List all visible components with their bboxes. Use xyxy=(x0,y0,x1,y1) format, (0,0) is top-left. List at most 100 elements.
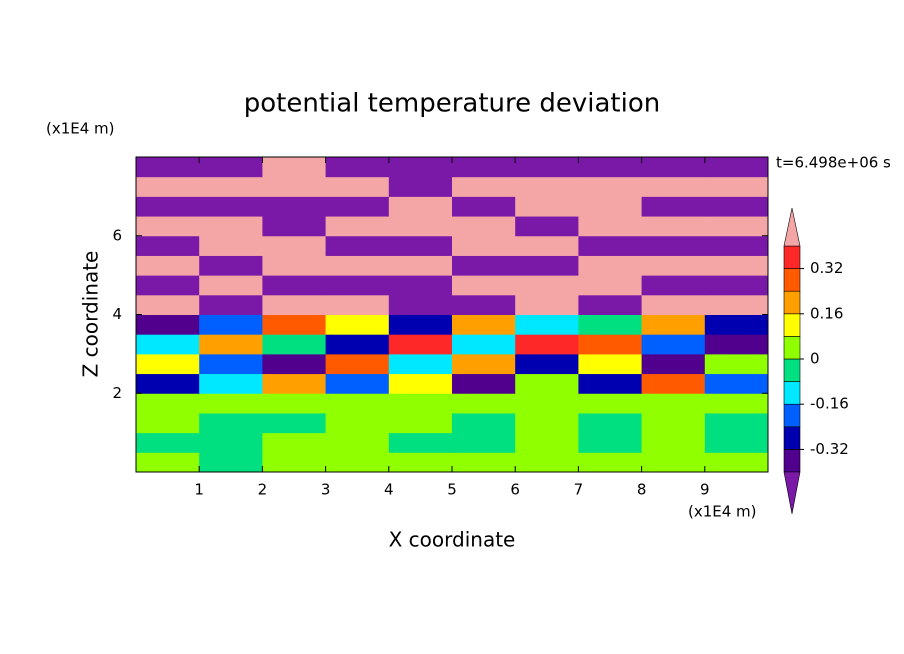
contour-cell xyxy=(388,294,453,315)
contour-cell xyxy=(388,235,453,256)
contour-cell xyxy=(199,235,263,256)
contour-cell xyxy=(641,412,706,434)
y-tick-label: 6 xyxy=(112,226,122,244)
contour-cell xyxy=(578,432,643,453)
contour-cell xyxy=(262,176,327,197)
contour-cell xyxy=(199,432,263,453)
colorbar-tick-label: -0.16 xyxy=(810,395,849,413)
y-tick-label: 2 xyxy=(112,384,122,402)
contour-cell xyxy=(578,255,643,276)
contour-cell xyxy=(452,373,516,394)
colorbar-over xyxy=(783,207,801,247)
contour-cell xyxy=(136,334,200,355)
x-tick-label: 3 xyxy=(321,481,331,499)
contour-cell xyxy=(704,393,769,414)
colorbar-band xyxy=(783,313,801,337)
y-tick-label: 4 xyxy=(112,305,122,323)
contour-cell xyxy=(515,412,579,434)
contour-cell xyxy=(199,393,263,414)
contour-cell xyxy=(704,176,769,197)
contour-cell xyxy=(452,452,516,473)
x-tick-label: 6 xyxy=(510,481,520,499)
colorbar-band xyxy=(783,449,801,473)
contour-cell xyxy=(388,275,453,296)
contour-cell xyxy=(199,334,263,355)
contour-cell xyxy=(388,176,453,197)
contour-cell xyxy=(388,452,453,473)
contour-cell xyxy=(388,196,453,217)
contour-cell xyxy=(578,334,643,355)
contour-cell xyxy=(515,196,579,217)
contour-cell xyxy=(388,412,453,434)
contour-cell xyxy=(704,216,769,237)
contour-cell xyxy=(199,373,263,394)
contour-cell xyxy=(136,157,200,178)
contour-cell xyxy=(641,314,706,335)
contour-cell xyxy=(262,235,327,256)
contour-cell xyxy=(325,216,390,237)
contour-cell xyxy=(515,373,579,394)
contour-cell xyxy=(136,216,200,237)
y-unit: (x1E4 m) xyxy=(46,120,115,138)
contour-cell xyxy=(262,314,327,335)
contour-cell xyxy=(199,275,263,296)
colorbar-tick-label: -0.32 xyxy=(810,440,849,458)
contour-cell xyxy=(641,373,706,394)
colorbar-band xyxy=(783,381,801,405)
contour-cell xyxy=(136,255,200,276)
contour-cell xyxy=(578,176,643,197)
x-axis-label: X coordinate xyxy=(389,528,516,552)
contour-cell xyxy=(136,432,200,453)
contour-cell xyxy=(388,334,453,355)
contour-cell xyxy=(136,412,200,434)
contour-cell xyxy=(262,353,327,375)
contour-cell xyxy=(578,235,643,256)
contour-cell xyxy=(452,275,516,296)
contour-cell xyxy=(452,235,516,256)
contour-cell xyxy=(641,393,706,414)
contour-cell xyxy=(641,157,706,178)
contour-cell xyxy=(199,452,263,473)
colorbar-tick-label: 0 xyxy=(810,350,820,368)
contour-cell xyxy=(136,275,200,296)
contour-cell xyxy=(262,196,327,217)
contour-cell xyxy=(199,412,263,434)
x-tick-label: 4 xyxy=(384,481,394,499)
colorbar-band xyxy=(783,268,801,292)
contour-cell xyxy=(452,334,516,355)
contour-cell xyxy=(452,157,516,178)
contour-cell xyxy=(325,412,390,434)
contour-cell xyxy=(325,255,390,276)
contour-cell xyxy=(515,353,579,375)
contour-cell xyxy=(388,353,453,375)
contour-cell xyxy=(388,216,453,237)
contour-cell xyxy=(641,176,706,197)
contour-cell xyxy=(515,235,579,256)
contour-cell xyxy=(262,432,327,453)
contour-cell xyxy=(452,294,516,315)
contour-cell xyxy=(704,353,769,375)
contour-cell xyxy=(704,235,769,256)
contour-cell xyxy=(262,373,327,394)
colorbar-band xyxy=(783,358,801,382)
contour-cell xyxy=(578,216,643,237)
contour-cell xyxy=(136,196,200,217)
contour-cell xyxy=(515,255,579,276)
contour-cell xyxy=(578,353,643,375)
contour-cell xyxy=(136,176,200,197)
contour-cell xyxy=(578,452,643,473)
contour-cell xyxy=(325,373,390,394)
colorbar-tick-label: 0.16 xyxy=(810,304,843,322)
x-tick-label: 7 xyxy=(574,481,584,499)
x-tick-label: 1 xyxy=(194,481,204,499)
contour-cell xyxy=(515,334,579,355)
contour-cell xyxy=(704,294,769,315)
contour-cell xyxy=(388,255,453,276)
contour-cell xyxy=(578,196,643,217)
contour-cell xyxy=(262,452,327,473)
contour-cell xyxy=(704,412,769,434)
contour-cell xyxy=(452,314,516,335)
contour-cell xyxy=(515,452,579,473)
contour-cell xyxy=(136,235,200,256)
